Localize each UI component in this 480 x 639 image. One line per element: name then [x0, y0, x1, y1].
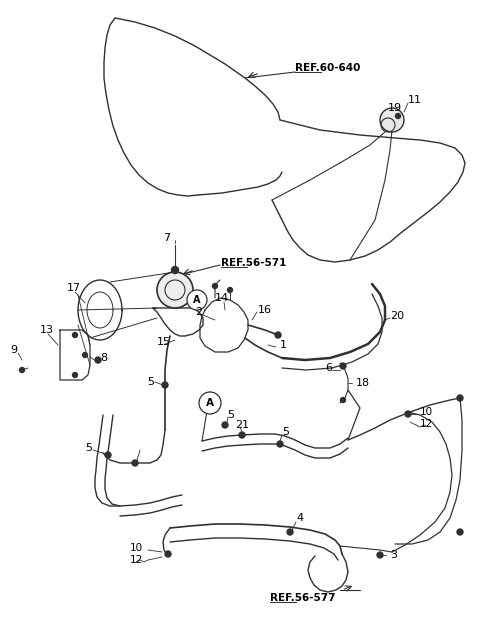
Circle shape — [199, 392, 221, 414]
Circle shape — [457, 395, 463, 401]
Text: A: A — [193, 295, 201, 305]
Text: 5: 5 — [227, 410, 234, 420]
Text: REF.60-640: REF.60-640 — [295, 63, 360, 73]
Circle shape — [165, 551, 171, 557]
Circle shape — [275, 332, 281, 338]
Text: 3: 3 — [390, 550, 397, 560]
Circle shape — [187, 290, 207, 310]
Text: REF.56-577: REF.56-577 — [270, 593, 336, 603]
Text: 10: 10 — [130, 543, 143, 553]
Circle shape — [72, 332, 77, 337]
Text: 1: 1 — [280, 340, 287, 350]
Circle shape — [72, 373, 77, 378]
Text: 5: 5 — [282, 427, 289, 437]
Text: 4: 4 — [296, 513, 303, 523]
Circle shape — [213, 284, 217, 288]
Text: 19: 19 — [388, 103, 402, 113]
Circle shape — [340, 363, 346, 369]
Circle shape — [83, 353, 87, 357]
Text: 12: 12 — [130, 555, 143, 565]
Text: 7: 7 — [163, 233, 170, 243]
Text: 11: 11 — [408, 95, 422, 105]
Text: 5: 5 — [85, 443, 92, 453]
Circle shape — [287, 529, 293, 535]
Circle shape — [396, 114, 400, 118]
Text: 8: 8 — [100, 353, 107, 363]
Text: 14: 14 — [215, 293, 229, 303]
Circle shape — [405, 411, 411, 417]
Text: 16: 16 — [258, 305, 272, 315]
Text: REF.56-571: REF.56-571 — [221, 258, 287, 268]
Text: 5: 5 — [147, 377, 154, 387]
Text: A: A — [206, 398, 214, 408]
Text: 12: 12 — [420, 419, 433, 429]
Text: 21: 21 — [235, 420, 249, 430]
Text: 9: 9 — [10, 345, 17, 355]
Text: 15: 15 — [157, 337, 171, 347]
Text: 20: 20 — [390, 311, 404, 321]
Circle shape — [277, 441, 283, 447]
Text: 6: 6 — [325, 363, 332, 373]
Circle shape — [377, 552, 383, 558]
Text: 17: 17 — [67, 283, 81, 293]
Circle shape — [157, 272, 193, 308]
Circle shape — [228, 288, 232, 293]
Text: 2: 2 — [195, 307, 202, 317]
Circle shape — [457, 529, 463, 535]
Circle shape — [171, 266, 179, 273]
Circle shape — [239, 432, 245, 438]
Text: 18: 18 — [356, 378, 370, 388]
Text: 10: 10 — [420, 407, 433, 417]
Circle shape — [162, 382, 168, 388]
Circle shape — [105, 452, 111, 458]
Circle shape — [95, 357, 101, 363]
Circle shape — [340, 397, 346, 403]
Circle shape — [380, 108, 404, 132]
Circle shape — [20, 367, 24, 373]
Circle shape — [132, 460, 138, 466]
Text: 13: 13 — [40, 325, 54, 335]
Circle shape — [222, 422, 228, 428]
